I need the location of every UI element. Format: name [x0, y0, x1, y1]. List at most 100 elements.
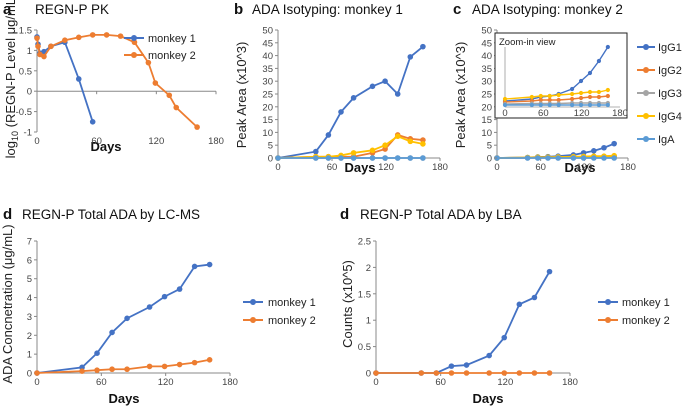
inset-point-igg4 [587, 89, 593, 95]
legend-marker-monkey2 [605, 317, 611, 323]
inset-point-iga [578, 102, 584, 108]
inset-point-igg2 [605, 93, 610, 99]
d2-point-monkey-2 [501, 370, 508, 376]
b-xtick-label: 120 [378, 162, 394, 173]
d2-ytick-label: 1.5 [358, 289, 371, 300]
c-point-igg1 [590, 148, 597, 154]
inset-series-line-igg1 [504, 46, 609, 102]
inset-point-iga [502, 102, 508, 108]
d1-point-monkey-2 [79, 368, 85, 374]
a-point-monkey-2 [166, 92, 173, 99]
inset-point-igg1 [605, 44, 610, 50]
inset-xtick-label: 120 [574, 108, 590, 119]
d2-xtick-label: 180 [562, 377, 578, 388]
b-ytick-label: 45 [262, 38, 273, 49]
panel-a: a REGN-P PK log10 (REGN-P Level μg/mL) D… [3, 0, 224, 158]
c-ytick-label: 50 [481, 26, 492, 37]
panel-d2-legend: monkey 1 monkey 2 [598, 297, 670, 327]
a-ytick-label: -0.5 [16, 107, 32, 118]
a-point-monkey-2 [35, 43, 41, 50]
inset-point-igg4 [578, 90, 584, 96]
d2-point-monkey-1 [546, 268, 553, 275]
c-point-iga [580, 155, 587, 161]
d1-series-line-monkey-2 [36, 358, 210, 374]
b-ytick-label: 35 [262, 64, 273, 75]
d1-ytick-label: 1 [27, 350, 32, 361]
b-point-igg1 [313, 148, 319, 155]
inset-point-iga [547, 102, 552, 108]
b-point-igg1 [338, 109, 344, 115]
inset-point-igg1 [569, 86, 575, 92]
d1-ytick-label: 7 [27, 237, 32, 248]
c-point-igg1 [601, 144, 607, 151]
d2-ytick-label: 1 [366, 316, 371, 327]
d1-xtick-label: 0 [34, 377, 39, 388]
d2-point-monkey-2 [433, 370, 440, 376]
d1-xtick-label: 120 [158, 377, 174, 388]
legend-marker-igg3 [643, 90, 649, 96]
inset-point-igg1 [578, 78, 584, 84]
panel-c-ylabel: Peak Area (x10^3) [453, 42, 468, 149]
a-point-monkey-2 [89, 32, 96, 38]
inset-series-line-igg3 [504, 102, 608, 105]
d1-xtick-label: 60 [96, 377, 107, 388]
legend-label-igg1: IgG1 [658, 42, 682, 54]
panel-a-ylabel-suffix: (REGN-P Level μg/mL) [3, 0, 18, 131]
a-xtick-label: 0 [34, 136, 39, 147]
panel-c-title: ADA Isotyping: monkey 2 [472, 2, 623, 17]
b-ytick-label: 25 [262, 90, 273, 101]
b-point-igg1 [382, 78, 388, 84]
panel-a-plot: 0 60 120 180 -1 -0.5 0 0.5 1 1.5 [16, 26, 224, 148]
inset-point-iga [538, 102, 543, 108]
legend-marker-monkey1 [250, 299, 256, 305]
inset-xtick-label: 180 [612, 108, 628, 119]
c-ytick-label: 15 [481, 115, 492, 126]
c-point-igg1 [611, 140, 617, 147]
panel-c-inset: Zoom-in view 0 60 120 180 [494, 32, 628, 119]
d2-point-monkey-1 [448, 363, 455, 369]
panel-a-label: a [3, 1, 12, 18]
legend-marker-monkey2 [131, 52, 137, 58]
panel-c-label: c [453, 1, 461, 18]
inset-xtick-label: 60 [538, 108, 549, 119]
legend-marker-monkey2 [250, 317, 256, 323]
a-ytick-label: 0.5 [19, 66, 32, 77]
a-point-monkey-2 [152, 80, 159, 86]
inset-point-igg2 [556, 97, 561, 103]
c-ytick-label: 5 [487, 141, 492, 152]
inset-point-igg2 [538, 97, 543, 103]
b-point-iga [407, 155, 414, 161]
d1-point-monkey-1 [191, 263, 198, 270]
a-point-monkey-2 [117, 33, 124, 39]
d1-point-monkey-1 [206, 261, 213, 268]
inset-series-line-igg2 [504, 95, 608, 103]
d1-point-monkey-2 [146, 363, 153, 370]
d1-point-monkey-2 [109, 366, 115, 373]
b-point-iga [275, 155, 281, 161]
legend-label-monkey1: monkey 1 [268, 297, 316, 309]
d2-ytick-label: 2.5 [358, 237, 371, 248]
d1-ytick-label: 6 [27, 255, 32, 266]
inset-series-line-igg4 [504, 89, 609, 100]
panel-c-xlabel: Days [564, 160, 595, 175]
panel-a-ylabel: log10 (REGN-P Level μg/mL) [3, 0, 20, 158]
panel-a-legend: monkey 1 monkey 2 [124, 33, 196, 62]
a-xtick-label: 180 [208, 136, 224, 147]
a-point-monkey-2 [62, 37, 68, 43]
c-ytick-label: 30 [481, 77, 492, 88]
b-point-igg1 [325, 132, 332, 138]
d1-ytick-label: 2 [27, 331, 32, 342]
b-point-igg4 [382, 142, 388, 148]
inset-point-igg4 [538, 93, 543, 99]
b-point-igg2 [382, 146, 388, 152]
b-point-igg2 [420, 137, 426, 143]
d2-point-monkey-1 [501, 334, 508, 341]
legend-marker-igg1 [643, 44, 649, 50]
inset-point-igg4 [502, 96, 508, 102]
inset-point-igg4 [556, 92, 561, 98]
a-ytick-label: -1 [24, 128, 32, 139]
panel-a-ylabel-prefix: log [3, 141, 18, 158]
b-point-igg1 [407, 54, 414, 60]
legend-label-igg3: IgG3 [658, 88, 682, 100]
